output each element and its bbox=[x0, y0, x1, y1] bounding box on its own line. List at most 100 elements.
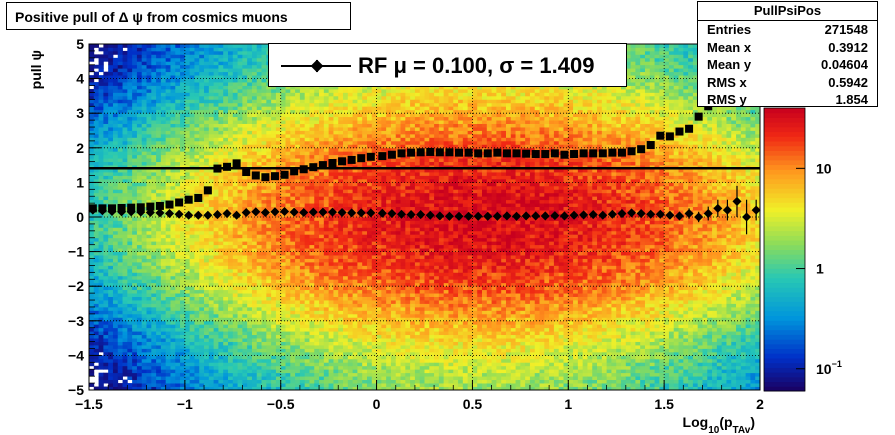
heatmap-cell bbox=[170, 261, 176, 266]
heatmap-cell bbox=[323, 376, 330, 381]
heatmap-cell bbox=[184, 383, 191, 387]
heatmap-cell bbox=[117, 286, 123, 291]
heatmap-cell bbox=[127, 68, 133, 73]
heatmap-cell bbox=[122, 151, 128, 156]
heatmap-cell bbox=[223, 331, 229, 336]
heatmap-cell bbox=[122, 158, 128, 163]
heatmap-cell bbox=[180, 365, 186, 370]
heatmap-cell bbox=[295, 185, 301, 190]
heatmap-cell bbox=[175, 365, 181, 370]
heatmap-cell bbox=[141, 85, 147, 90]
heatmap-cell bbox=[151, 44, 157, 48]
heatmap-cell bbox=[251, 310, 258, 315]
heatmap-cell bbox=[108, 324, 114, 329]
heatmap-cell bbox=[141, 358, 147, 363]
heatmap-cell bbox=[93, 144, 99, 149]
heatmap-cell bbox=[199, 362, 205, 367]
heatmap-cell bbox=[189, 71, 195, 76]
heatmap-cell bbox=[98, 348, 104, 353]
heatmap-cell bbox=[180, 338, 186, 342]
heatmap-cell bbox=[127, 334, 133, 339]
heatmap-cell bbox=[242, 161, 248, 166]
heatmap-cell bbox=[170, 151, 176, 156]
heatmap-cell bbox=[304, 379, 310, 384]
heatmap-cell bbox=[175, 362, 181, 367]
heatmap-cell bbox=[242, 120, 248, 124]
heatmap-cell bbox=[199, 217, 205, 221]
heatmap-cell bbox=[232, 272, 238, 277]
heatmap-cell bbox=[275, 192, 282, 197]
heatmap-cell bbox=[146, 265, 152, 270]
heatmap-cell bbox=[232, 237, 238, 242]
heatmap-cell bbox=[108, 185, 114, 190]
heatmap-cell bbox=[175, 334, 181, 339]
heatmap-cell bbox=[112, 196, 119, 201]
heatmap-cell bbox=[285, 130, 291, 135]
heatmap-cell bbox=[146, 251, 152, 256]
heatmap-cell bbox=[146, 279, 152, 284]
heatmap-cell bbox=[285, 261, 291, 266]
heatmap-cell bbox=[251, 272, 258, 277]
heatmap-cell bbox=[223, 293, 229, 297]
heatmap-cell bbox=[175, 182, 181, 187]
heatmap-cell bbox=[237, 116, 243, 121]
heatmap-cell bbox=[194, 317, 200, 322]
heatmap-cell bbox=[117, 85, 123, 90]
heatmap-cell bbox=[122, 289, 128, 294]
heatmap-cell bbox=[261, 365, 267, 370]
heatmap-cell bbox=[93, 113, 99, 118]
heatmap-cell bbox=[314, 178, 320, 183]
heatmap-cell bbox=[141, 106, 147, 111]
heatmap-cell bbox=[194, 189, 200, 194]
heatmap-cell bbox=[309, 189, 315, 194]
heatmap-cell bbox=[213, 261, 219, 266]
heatmap-cell bbox=[304, 102, 310, 107]
heatmap-cell bbox=[156, 320, 162, 325]
heatmap-cell bbox=[180, 331, 186, 336]
heatmap-cell bbox=[156, 109, 162, 114]
heatmap-cell bbox=[314, 334, 320, 339]
heatmap-cell bbox=[122, 334, 128, 339]
heatmap-cell bbox=[194, 379, 200, 384]
heatmap-cell bbox=[141, 137, 147, 142]
heatmap-cell bbox=[136, 272, 143, 277]
heatmap-cell bbox=[146, 355, 152, 360]
heatmap-cell bbox=[141, 376, 147, 381]
heatmap-cell bbox=[89, 95, 95, 100]
heatmap-cell bbox=[199, 355, 205, 360]
heatmap-cell bbox=[175, 123, 181, 128]
heatmap-cell bbox=[122, 68, 128, 73]
heatmap-cell bbox=[208, 64, 215, 69]
heatmap-cell bbox=[299, 341, 306, 346]
heatmap-cell bbox=[247, 144, 253, 149]
heatmap-cell bbox=[299, 206, 306, 211]
heatmap-cell bbox=[156, 272, 162, 277]
heatmap-cell bbox=[242, 300, 248, 304]
heatmap-cell bbox=[127, 192, 133, 197]
heatmap-cell bbox=[165, 140, 171, 145]
heatmap-cell bbox=[309, 102, 315, 107]
heatmap-cell bbox=[165, 275, 171, 280]
heatmap-cell bbox=[132, 268, 138, 273]
heatmap-cell bbox=[136, 386, 143, 391]
heatmap-cell bbox=[151, 113, 157, 118]
heatmap-cell bbox=[108, 379, 114, 384]
heatmap-cell bbox=[256, 50, 262, 55]
heatmap-cell bbox=[232, 54, 238, 59]
heatmap-cell bbox=[89, 362, 95, 367]
heatmap-cell bbox=[309, 251, 315, 256]
heatmap-cell bbox=[103, 120, 109, 124]
heatmap-cell bbox=[290, 268, 296, 273]
heatmap-cell bbox=[160, 68, 167, 73]
heatmap-cell bbox=[223, 223, 229, 228]
heatmap-cell bbox=[237, 175, 243, 180]
heatmap-cell bbox=[304, 161, 310, 166]
heatmap-cell bbox=[170, 133, 176, 138]
heatmap-cell bbox=[232, 300, 238, 304]
heatmap-cell bbox=[323, 123, 330, 128]
heatmap-cell bbox=[160, 341, 167, 346]
heatmap-cell bbox=[180, 241, 186, 246]
heatmap-cell bbox=[256, 237, 262, 242]
heatmap-cell bbox=[93, 223, 99, 228]
heatmap-cell bbox=[256, 54, 262, 59]
